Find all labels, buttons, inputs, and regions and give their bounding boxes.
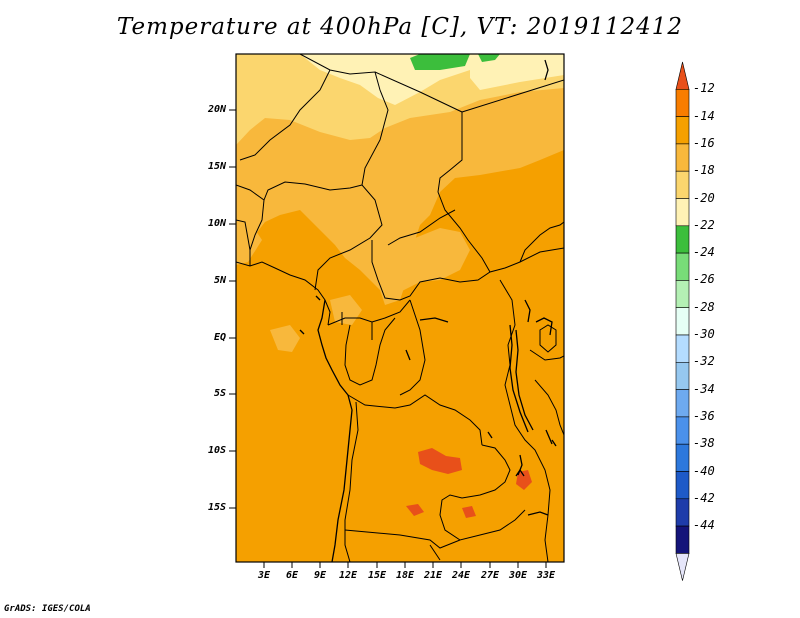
colorbar-swatch (675, 116, 690, 145)
colorbar-label: -18 (693, 163, 715, 178)
colorbar-swatch (675, 525, 690, 554)
colorbar-swatch (675, 307, 690, 336)
y-tick-label: 5N (213, 275, 226, 286)
colorbar-label: -42 (693, 490, 715, 505)
colorbar (675, 61, 690, 581)
colorbar-swatch (675, 471, 690, 500)
colorbar-bottom-arrow (675, 553, 690, 581)
temperature-field (236, 54, 564, 562)
y-tick-label: 10N (207, 218, 226, 229)
x-tick-label: 30E (508, 570, 528, 581)
colorbar-swatch (675, 498, 690, 527)
field-level-14-12-b (516, 470, 532, 490)
colorbar-label: -12 (693, 81, 715, 96)
x-tick-label: 18E (395, 570, 415, 581)
country-borders (236, 54, 564, 562)
colorbar-label: -24 (693, 245, 715, 260)
x-tick-label: 9E (313, 570, 327, 581)
colorbar-swatch (675, 170, 690, 199)
y-axis-ticks (229, 109, 236, 509)
field-level-24-22 (410, 54, 470, 70)
x-tick-label: 33E (536, 570, 556, 581)
coastline (299, 59, 557, 562)
colorbar-label: -28 (693, 299, 715, 314)
x-tick-label: 15E (367, 570, 387, 581)
colorbar-label: -40 (693, 463, 715, 478)
x-tick-label: 24E (451, 570, 471, 581)
colorbar-label: -34 (693, 381, 715, 396)
colorbar-label: -30 (693, 327, 715, 341)
colorbar-top-arrow (675, 61, 690, 90)
x-tick-label: 6E (285, 570, 299, 581)
chart-title: Temperature at 400hPa [C], VT: 201911241… (116, 14, 684, 40)
x-tick-label: 21E (423, 570, 443, 581)
field-level-22-20-ne (470, 54, 564, 90)
colorbar-swatch (675, 252, 690, 281)
y-tick-label: 20N (207, 104, 226, 115)
y-tick-label: 15S (207, 502, 226, 513)
colorbar-label: -20 (693, 190, 715, 205)
field-level-18-16-central (372, 228, 470, 292)
colorbar-label: -26 (693, 272, 715, 287)
colorbar-label: -38 (693, 436, 715, 451)
field-level-14-12-c (406, 504, 424, 516)
y-tick-label: 15N (207, 161, 226, 172)
colorbar-swatch (675, 389, 690, 418)
colorbar-label: -16 (693, 135, 715, 150)
colorbar-swatch (675, 416, 690, 445)
grads-credit: GrADS: IGES/COLA (4, 604, 91, 614)
colorbar-swatch (675, 89, 690, 117)
y-tick-label: 10S (207, 445, 226, 456)
x-tick-label: 3E (257, 570, 271, 581)
colorbar-swatch (675, 334, 690, 363)
x-tick-label: 27E (480, 570, 500, 581)
y-tick-label: 5S (213, 388, 226, 399)
colorbar-label: -32 (693, 354, 715, 369)
colorbar-label: -44 (693, 518, 715, 533)
colorbar-label: -14 (693, 108, 715, 123)
colorbar-swatch (675, 198, 690, 227)
colorbar-swatch (675, 280, 690, 308)
field-level-14-12-d (462, 506, 476, 518)
colorbar-label: -22 (693, 217, 715, 232)
x-tick-label: 12E (338, 570, 358, 581)
colorbar-label: -36 (693, 408, 715, 423)
field-level-24-22-b (478, 54, 500, 62)
field-level-14-12-a (418, 448, 462, 474)
x-axis-ticks (263, 562, 547, 568)
map-frame-border (235, 53, 565, 563)
y-tick-label: EQ (213, 332, 226, 343)
colorbar-swatch (675, 443, 690, 472)
field-level-18-16-coastal (270, 325, 300, 352)
colorbar-swatch (675, 225, 690, 254)
colorbar-swatch (675, 143, 690, 172)
colorbar-swatch (675, 361, 690, 390)
